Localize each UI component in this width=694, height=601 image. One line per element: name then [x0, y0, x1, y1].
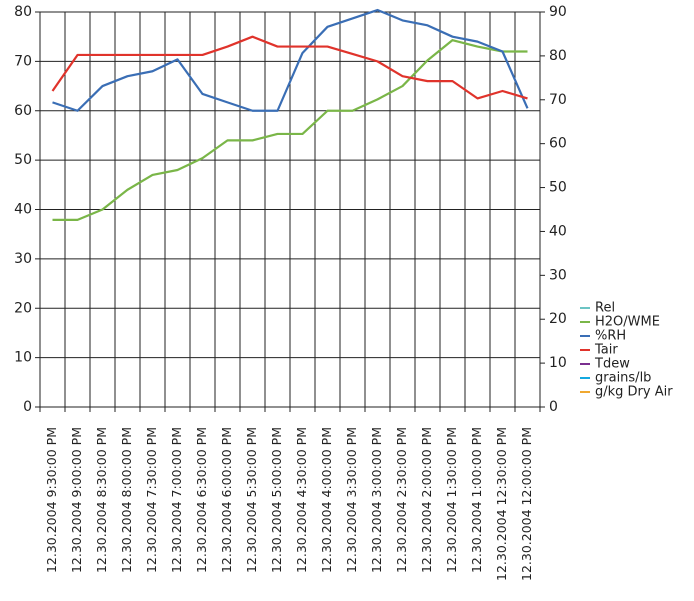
x-tick-label: 12.30.2004 4:00:00 PM — [319, 427, 334, 573]
y2-tick-label: 70 — [549, 92, 567, 108]
x-tick-label: 12.30.2004 7:00:00 PM — [169, 427, 184, 573]
x-tick-label: 12.30.2004 3:00:00 PM — [369, 427, 384, 573]
x-tick-label: 12.30.2004 6:30:00 PM — [194, 427, 209, 573]
y2-tick-label: 20 — [549, 311, 567, 327]
x-tick-label: 12.30.2004 2:30:00 PM — [394, 427, 409, 573]
y2-tick-label: 60 — [549, 136, 567, 152]
y2-tick-label: 40 — [549, 223, 567, 239]
x-tick-label: 12.30.2004 4:30:00 PM — [294, 427, 309, 573]
legend-label: Rel — [595, 301, 615, 316]
y-tick-label: 30 — [14, 251, 32, 267]
legend-label: H2O/WME — [595, 315, 660, 330]
x-tick-label: 12.30.2004 5:30:00 PM — [244, 427, 259, 573]
x-tick-label: 12.30.2004 8:30:00 PM — [94, 427, 109, 573]
x-tick-label: 12.30.2004 9:00:00 PM — [69, 427, 84, 573]
y-tick-label: 20 — [14, 300, 32, 316]
legend-label: grains/lb — [595, 371, 651, 386]
series-line — [52, 39, 528, 221]
y2-tick-label: 0 — [549, 399, 558, 415]
y-tick-label: 40 — [14, 202, 32, 218]
x-tick-label: 12.30.2004 1:00:00 PM — [469, 427, 484, 573]
legend-label: Tdew — [594, 357, 630, 372]
y-tick-label: 80 — [14, 4, 32, 20]
x-tick-label: 12.30.2004 5:00:00 PM — [269, 427, 284, 573]
y2-tick-label: 30 — [549, 267, 567, 283]
y2-tick-label: 80 — [549, 48, 567, 64]
y-tick-label: 0 — [23, 399, 32, 415]
x-tick-label: 12.30.2004 7:30:00 PM — [144, 427, 159, 573]
legend-label: Tair — [594, 343, 618, 358]
x-tick-label: 12.30.2004 6:00:00 PM — [219, 427, 234, 573]
legend-label: g/kg Dry Air — [595, 385, 673, 400]
x-tick-label: 12.30.2004 1:30:00 PM — [444, 427, 459, 573]
y-tick-label: 10 — [14, 350, 32, 366]
x-tick-label: 12.30.2004 12:30:00 PM — [494, 427, 509, 581]
x-tick-label: 12.30.2004 2:00:00 PM — [419, 427, 434, 573]
y-tick-label: 50 — [14, 152, 32, 168]
series-line — [52, 8, 529, 112]
x-tick-label: 12.30.2004 8:00:00 PM — [119, 427, 134, 573]
y2-tick-label: 50 — [549, 180, 567, 196]
y-tick-label: 70 — [14, 53, 32, 69]
y2-tick-label: 10 — [549, 355, 567, 371]
x-tick-label: 12.30.2004 9:30:00 PM — [44, 427, 59, 573]
x-tick-label: 12.30.2004 3:30:00 PM — [344, 427, 359, 573]
x-tick-label: 12.30.2004 12:00:00 PM — [519, 427, 534, 581]
legend-label: %RH — [595, 329, 626, 344]
series-line — [51, 35, 528, 100]
y-tick-label: 60 — [14, 103, 32, 119]
y2-tick-label: 90 — [549, 4, 567, 20]
